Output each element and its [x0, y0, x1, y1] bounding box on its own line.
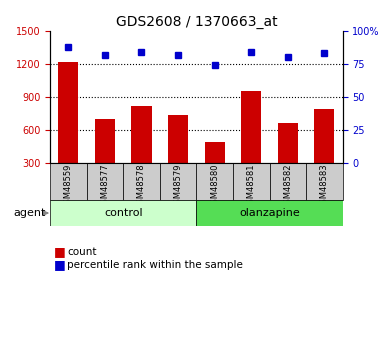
Text: ■: ■: [54, 245, 66, 258]
Text: GSM48559: GSM48559: [64, 164, 73, 209]
Text: GSM48582: GSM48582: [283, 164, 292, 209]
Bar: [123, 162, 160, 200]
Text: GSM48581: GSM48581: [247, 164, 256, 209]
Text: count: count: [67, 247, 97, 257]
Bar: [87, 162, 123, 200]
Bar: [95, 119, 115, 162]
Bar: [168, 116, 188, 162]
Bar: [241, 91, 261, 162]
Text: GSM48580: GSM48580: [210, 164, 219, 209]
Bar: [196, 162, 233, 200]
Bar: [58, 62, 79, 162]
Bar: [204, 142, 225, 162]
Bar: [314, 109, 335, 162]
Text: percentile rank within the sample: percentile rank within the sample: [67, 260, 243, 269]
Text: ■: ■: [54, 258, 66, 271]
Bar: [196, 200, 343, 226]
Bar: [160, 162, 196, 200]
Bar: [278, 123, 298, 162]
Text: GSM48577: GSM48577: [100, 164, 109, 209]
Text: GSM48579: GSM48579: [174, 164, 182, 209]
Text: olanzapine: olanzapine: [239, 208, 300, 218]
Bar: [306, 162, 343, 200]
Text: agent: agent: [14, 208, 46, 218]
Text: control: control: [104, 208, 142, 218]
Bar: [270, 162, 306, 200]
Text: GSM48578: GSM48578: [137, 164, 146, 209]
Bar: [50, 162, 87, 200]
Text: GSM48583: GSM48583: [320, 164, 329, 209]
Bar: [233, 162, 270, 200]
Title: GDS2608 / 1370663_at: GDS2608 / 1370663_at: [116, 14, 277, 29]
Bar: [50, 200, 196, 226]
Bar: [131, 106, 152, 162]
